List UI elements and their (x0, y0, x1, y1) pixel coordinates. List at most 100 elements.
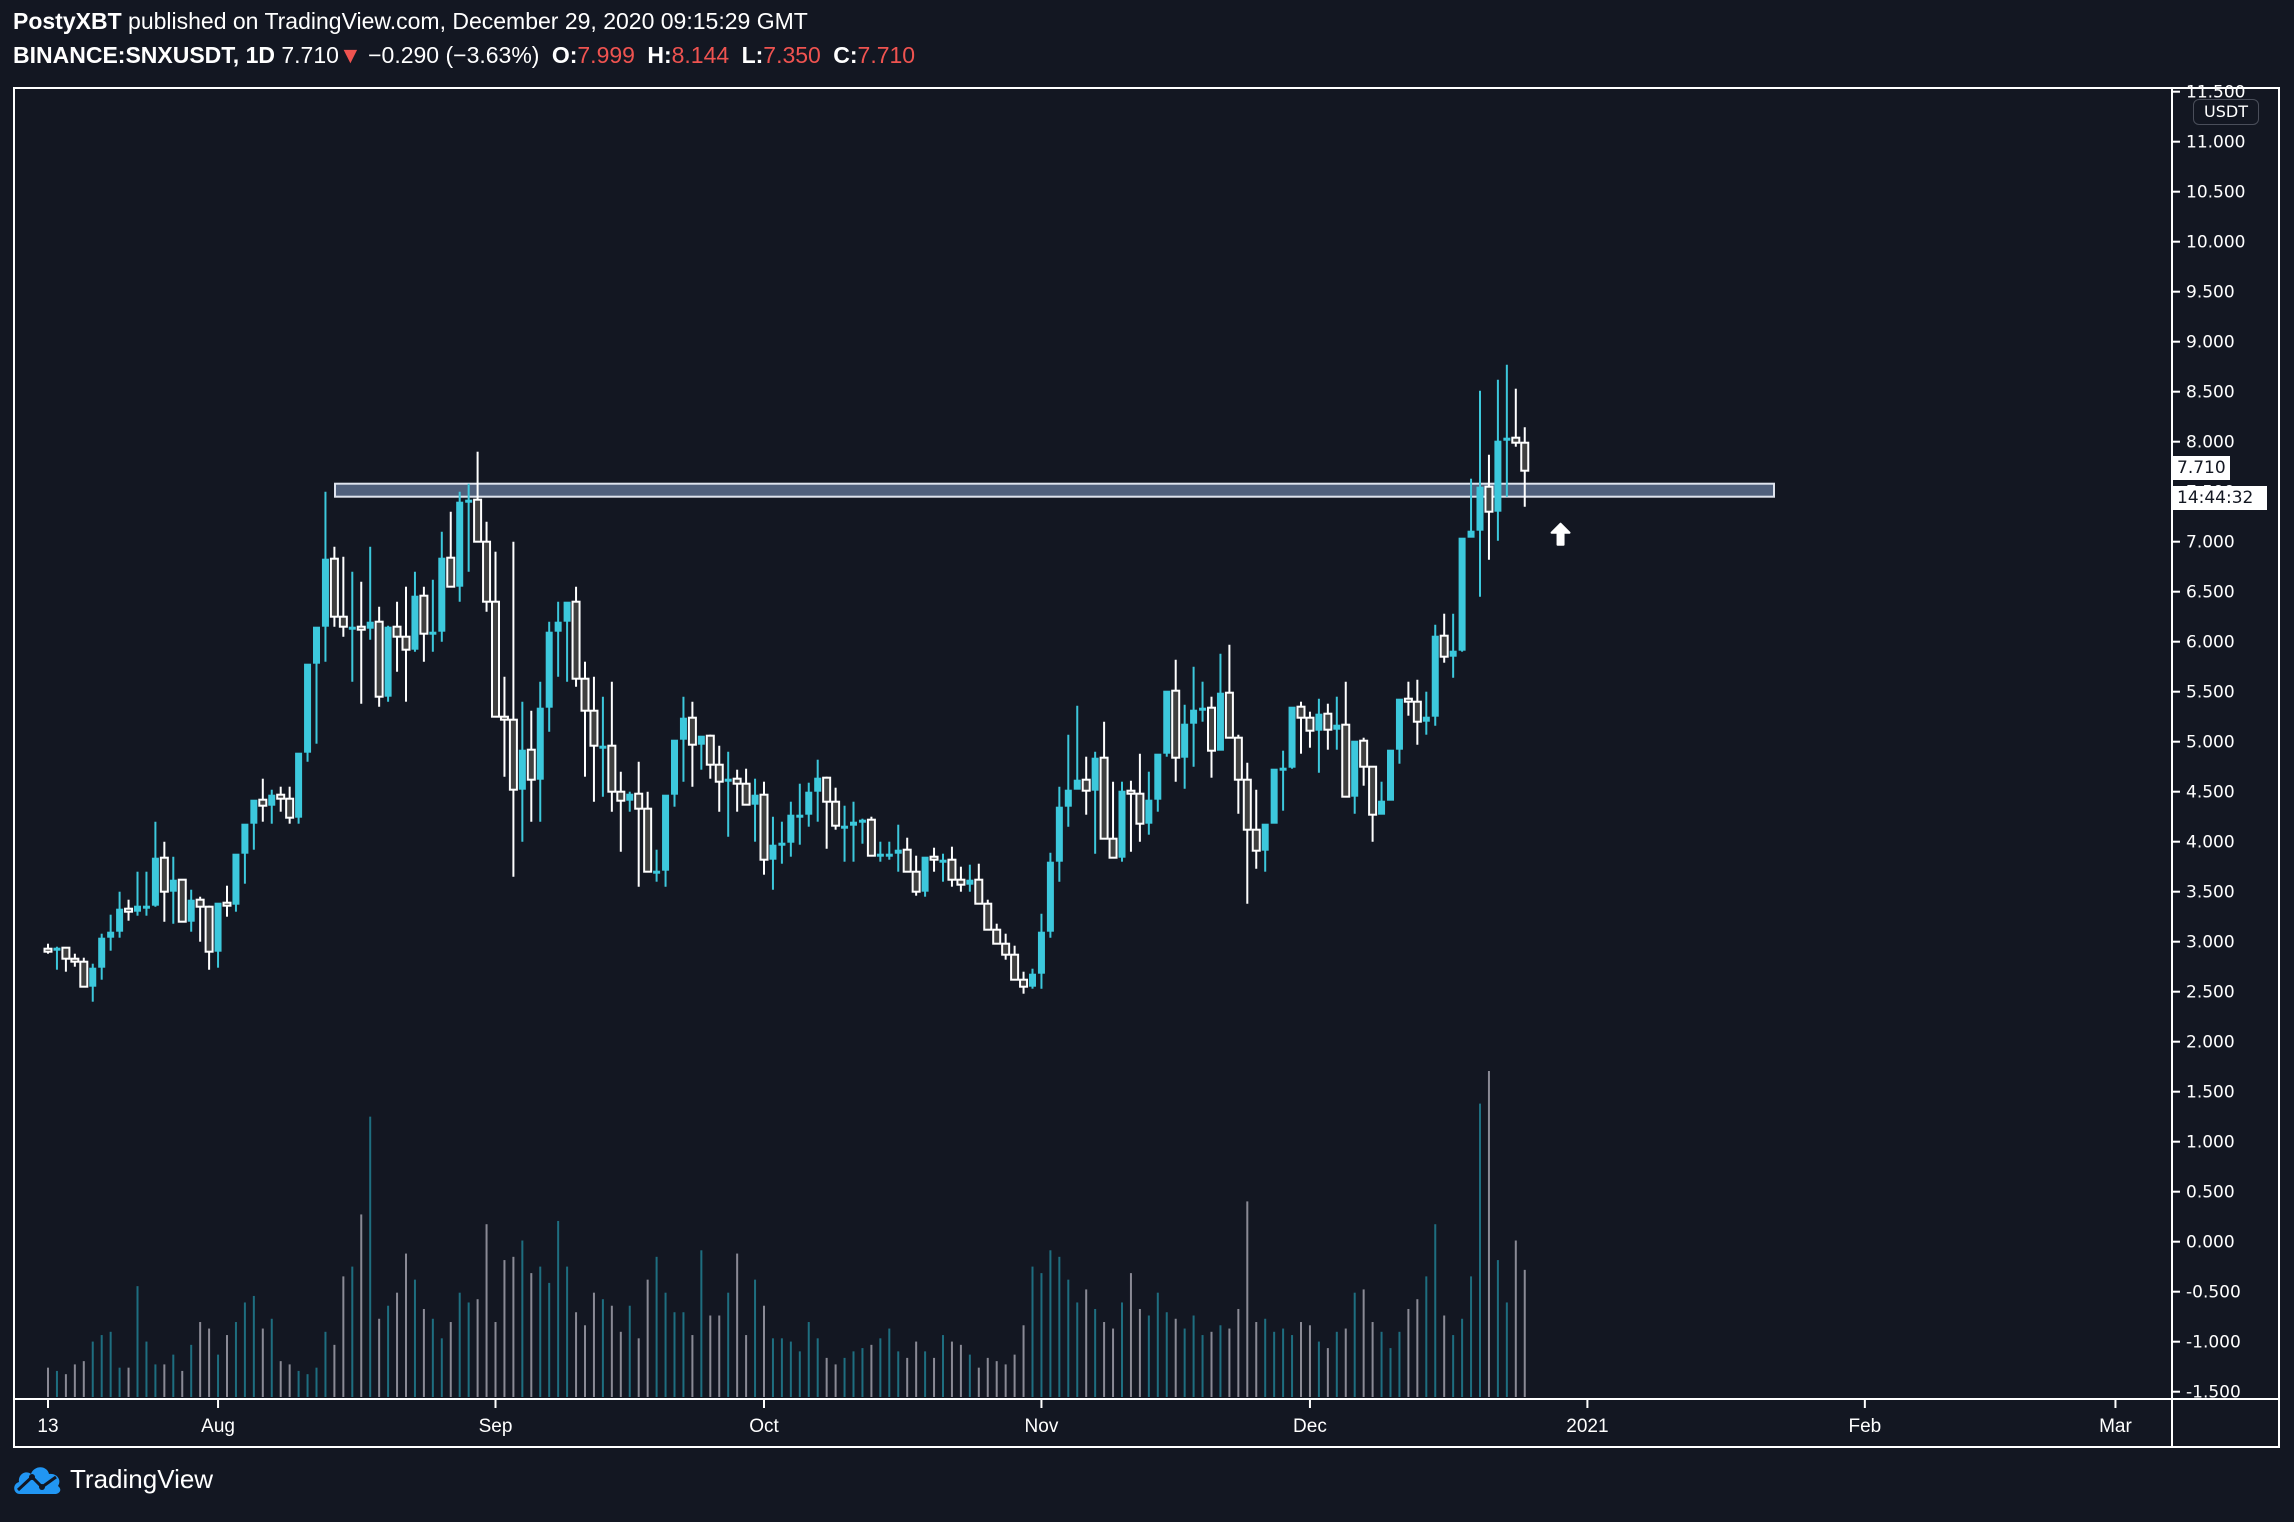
volume-bar (440, 1338, 443, 1397)
volume-bar (1237, 1308, 1240, 1397)
candle (1261, 823, 1269, 872)
candle (1439, 613, 1449, 663)
candle (563, 601, 571, 682)
candle (536, 681, 544, 822)
volume-bar (950, 1341, 953, 1397)
y-tick-label: -0.500 (2186, 1283, 2241, 1303)
volume-bar (1443, 1315, 1446, 1397)
candle (679, 696, 687, 782)
volume-bar (870, 1344, 873, 1397)
candle (741, 768, 751, 806)
volume-bar (405, 1253, 407, 1397)
y-tick-label: 4.500 (2186, 783, 2235, 803)
low-label: L: (741, 42, 764, 68)
volume-bar (1371, 1322, 1374, 1397)
volume-bar (548, 1282, 551, 1397)
candle (1171, 659, 1181, 782)
candle (384, 625, 392, 702)
volume-bar (1076, 1302, 1079, 1397)
candle (1251, 789, 1261, 869)
y-tick-label: 5.500 (2186, 683, 2235, 703)
y-tick-label: 8.000 (2186, 433, 2235, 453)
candle (974, 863, 984, 905)
candle (1341, 681, 1351, 798)
candle (1126, 780, 1136, 852)
candle (1431, 624, 1439, 726)
currency-badge[interactable]: USDT (2193, 99, 2259, 125)
volume-bar (664, 1292, 667, 1397)
candle (142, 871, 150, 916)
candle (850, 801, 857, 862)
candle (195, 896, 205, 942)
candle (671, 739, 678, 807)
candle (169, 856, 177, 924)
close-value: 7.710 (857, 42, 916, 68)
volume-bar (1246, 1201, 1249, 1397)
candle (258, 778, 268, 822)
volume-bar (1255, 1322, 1258, 1397)
candle (456, 491, 464, 602)
volume-bar (1085, 1289, 1088, 1397)
candle (626, 791, 634, 812)
candle (1145, 771, 1153, 835)
last-price: 7.710 (281, 42, 339, 68)
volume-bar (771, 1338, 774, 1397)
volume-bar (807, 1322, 810, 1397)
volume-bar (968, 1354, 971, 1397)
volume-bar (655, 1256, 658, 1397)
tradingview-logo[interactable]: TradingView (12, 1462, 213, 1496)
volume-bar (387, 1305, 390, 1397)
candle (1368, 765, 1378, 842)
candle (79, 957, 89, 988)
volume-bar (1129, 1273, 1132, 1397)
volume-bar (55, 1370, 58, 1397)
volume-bar (252, 1295, 255, 1397)
volume-bar (933, 1357, 936, 1397)
candle (98, 933, 106, 980)
candle (401, 586, 411, 702)
volume-bar (1138, 1308, 1141, 1397)
volume-bar (1040, 1273, 1043, 1397)
candle (599, 696, 607, 797)
candle (1395, 698, 1403, 764)
candle (329, 546, 339, 627)
volume-bar (834, 1364, 837, 1397)
tradingview-cloud-icon (14, 1467, 61, 1494)
candle (1154, 753, 1162, 812)
volume-bar (503, 1260, 506, 1397)
volume-bar (1479, 1103, 1481, 1397)
candle (526, 710, 536, 822)
candle (571, 586, 581, 687)
candle (518, 701, 526, 842)
candle (1118, 781, 1126, 862)
candle (1279, 750, 1287, 811)
candle (411, 571, 419, 652)
volume-bar (584, 1325, 586, 1397)
volume-bar (915, 1341, 918, 1397)
volume-bar (1398, 1331, 1401, 1397)
candle (697, 735, 705, 770)
y-tick-label: 1.000 (2186, 1133, 2235, 1153)
x-tick-label: Mar (2099, 1416, 2132, 1437)
resistance-zone[interactable] (334, 482, 1775, 498)
volume-bar (1434, 1224, 1437, 1397)
candle (1511, 388, 1521, 447)
resistance-rectangle[interactable] (334, 482, 1775, 498)
candle (366, 546, 374, 640)
candle (894, 824, 902, 872)
candle (116, 891, 124, 938)
candle (858, 818, 866, 844)
candle (1029, 968, 1036, 989)
axes[interactable]: 11.50011.00010.50010.0009.5009.0008.5008… (14, 83, 2280, 1447)
candle (1449, 613, 1457, 678)
volume-bar (351, 1266, 354, 1397)
volume-bar (458, 1292, 461, 1397)
volume-bar (467, 1302, 470, 1397)
candle (1315, 698, 1323, 773)
candle (714, 745, 724, 812)
candle (1359, 737, 1369, 786)
candle (1387, 749, 1394, 801)
volume-bar (557, 1220, 560, 1397)
y-tick-label: 10.000 (2186, 233, 2245, 253)
